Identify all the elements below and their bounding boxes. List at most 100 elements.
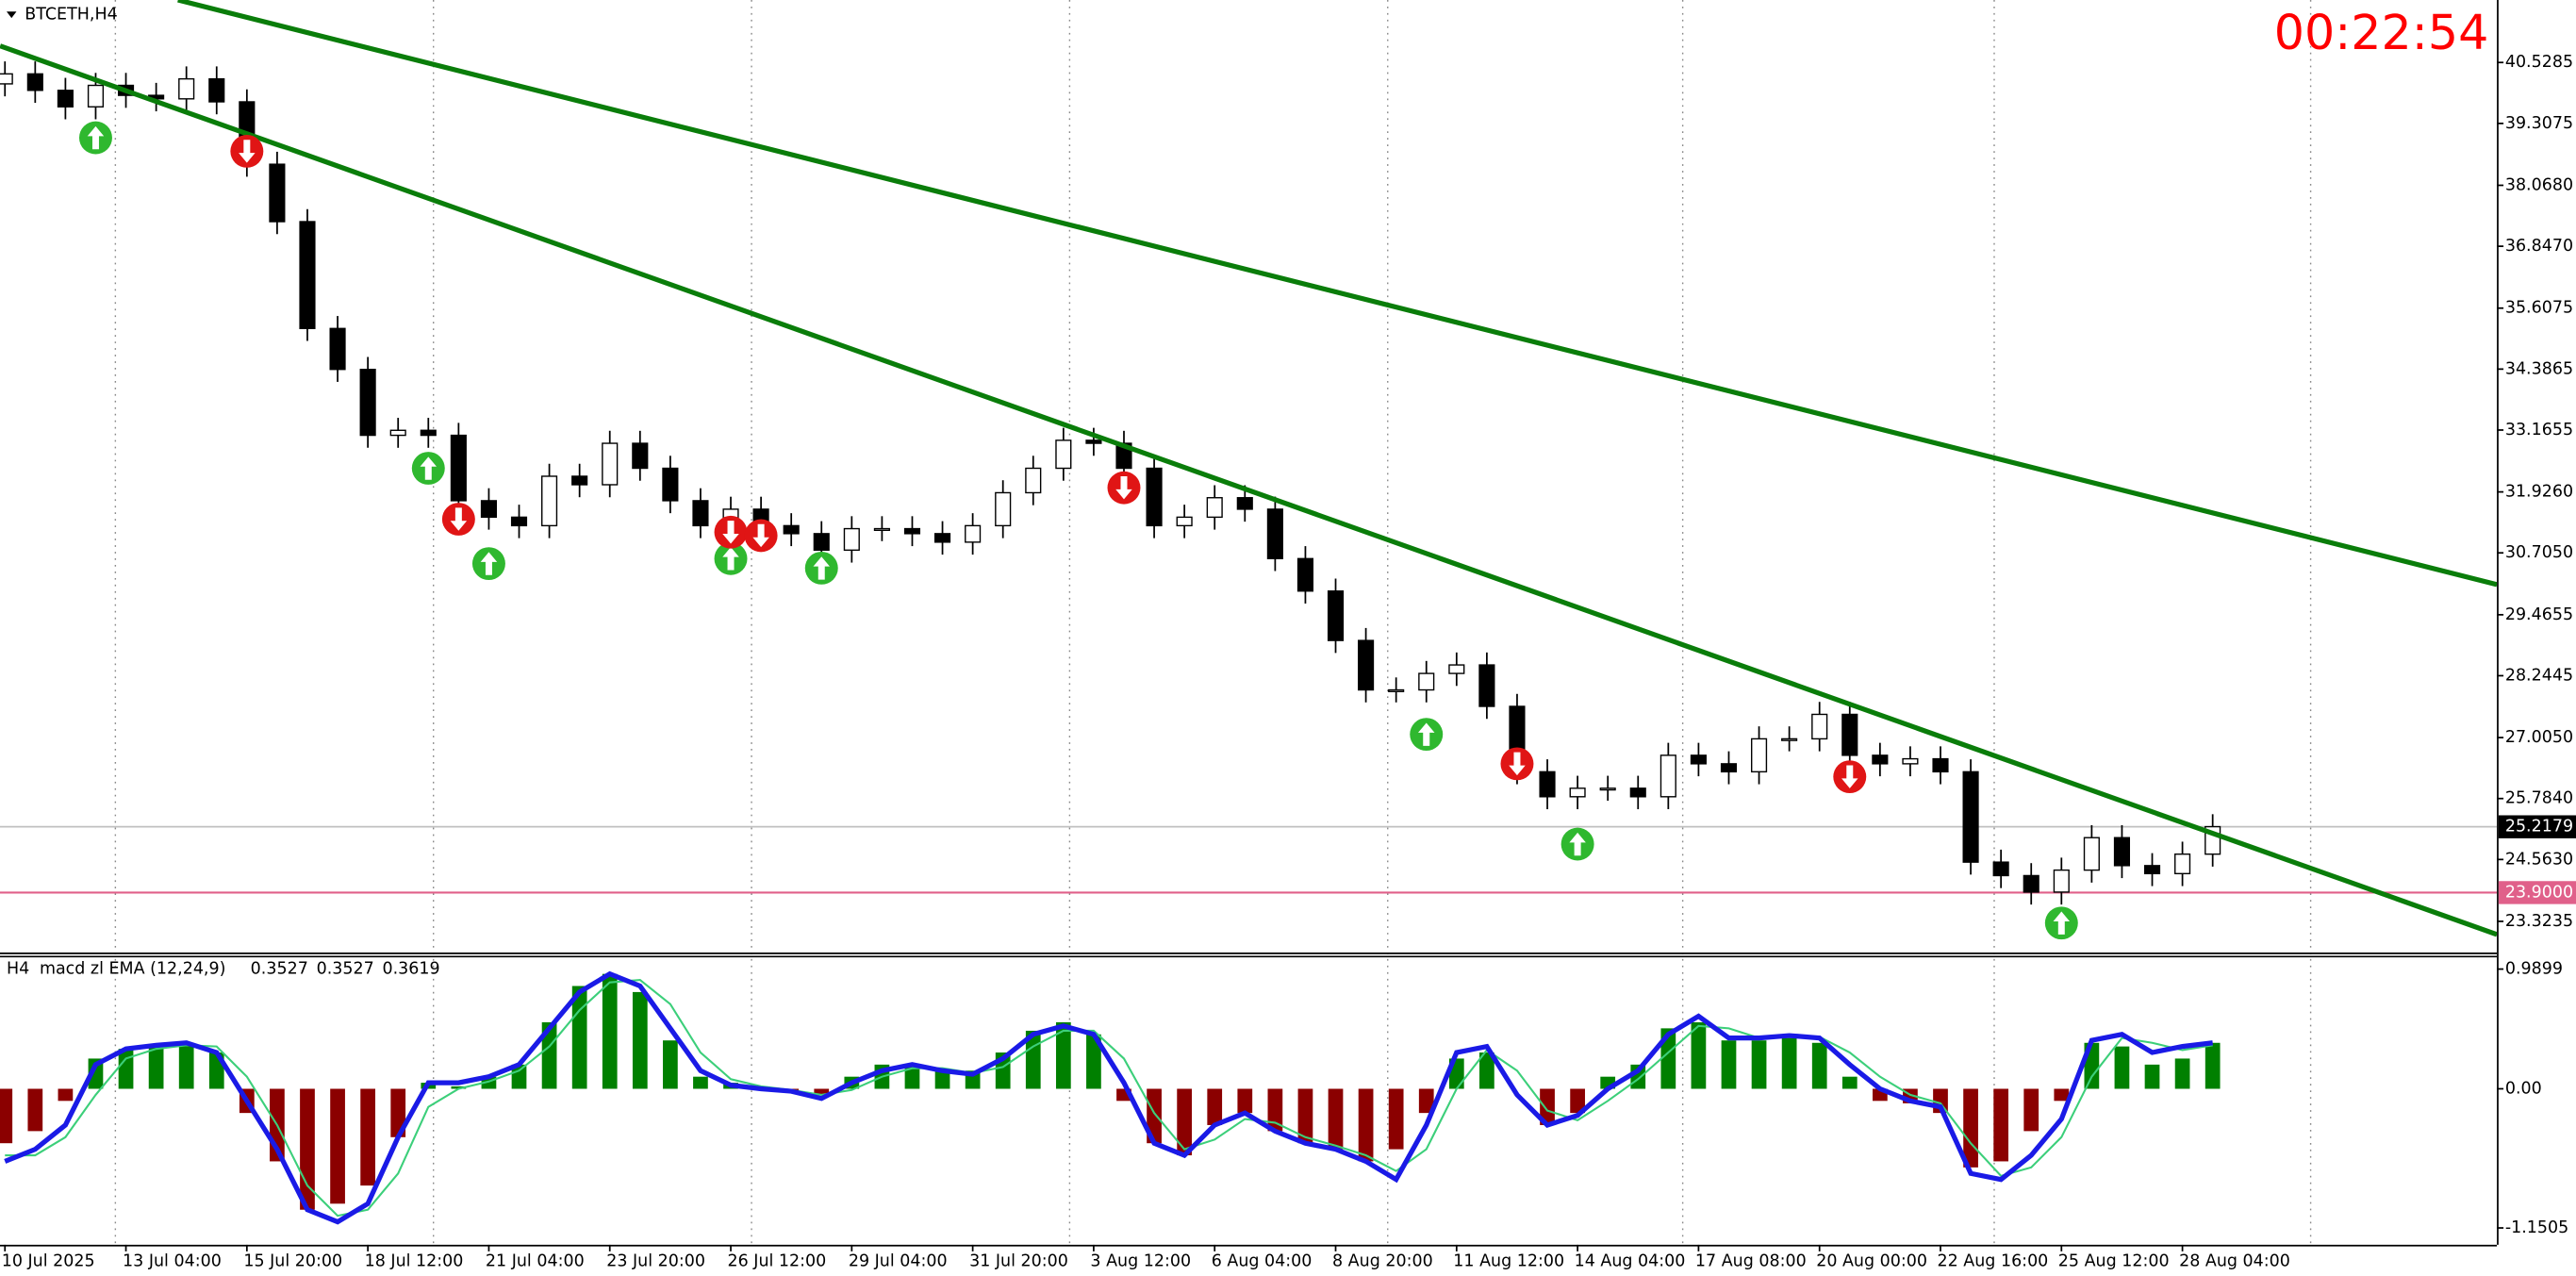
- candle-body: [2174, 853, 2191, 875]
- candle-body: [1811, 713, 1828, 740]
- x-tick-label: 14 Aug 04:00: [1575, 1251, 1686, 1270]
- y-tick-label: -1.1505: [2505, 1218, 2568, 1237]
- x-tick-label: 23 Jul 20:00: [606, 1251, 705, 1270]
- candle-body: [1962, 771, 1979, 863]
- histogram-bar: [1418, 1088, 1434, 1114]
- y-tick-label: 33.1655: [2505, 421, 2573, 439]
- histogram-bar: [2204, 1042, 2221, 1089]
- y-tick-label: 34.3865: [2505, 359, 2573, 378]
- histogram-bar: [1388, 1088, 1404, 1150]
- signal-arrow: [480, 552, 498, 575]
- candle-body: [1176, 516, 1193, 527]
- candle-body: [1690, 754, 1707, 765]
- candle-body: [1478, 664, 1495, 707]
- histogram-bar: [1781, 1037, 1797, 1089]
- histogram-bar: [663, 1040, 678, 1089]
- histogram-bar: [602, 973, 618, 1089]
- candle-body: [0, 73, 13, 85]
- candle-body: [965, 524, 982, 543]
- macd-line: [4, 970, 2213, 1225]
- histogram-bar: [571, 986, 587, 1089]
- histogram-bar: [1207, 1088, 1223, 1125]
- histogram-bar: [1086, 1034, 1101, 1089]
- macd-panel: H4 macd zl EMA (12,24,9) 0.3527 0.3527 0.361…: [0, 959, 2221, 1225]
- candle-body: [1599, 787, 1616, 791]
- current-price-label: 25.2179: [2505, 818, 2573, 837]
- indicator-value: 0.3527: [317, 959, 374, 978]
- indicator-value: 0.3619: [383, 959, 440, 978]
- candle-body: [1146, 467, 1163, 527]
- signal-arrow: [722, 521, 739, 544]
- candle-body: [1388, 688, 1405, 692]
- candle-body: [1085, 439, 1102, 444]
- histogram-bar: [541, 1021, 557, 1089]
- y-tick-label: 39.3075: [2505, 114, 2573, 133]
- symbol-title: BTCETH,H4: [25, 6, 117, 25]
- histogram-bar: [1721, 1040, 1737, 1089]
- histogram-bar: [2114, 1046, 2130, 1089]
- histogram-bar: [1297, 1088, 1313, 1144]
- candle-body: [2023, 874, 2039, 893]
- x-tick-label: 22 Aug 16:00: [1938, 1251, 2049, 1270]
- x-tick-label: 31 Jul 20:00: [969, 1251, 1068, 1270]
- candle-body: [450, 434, 467, 502]
- histogram-bar: [693, 1076, 708, 1089]
- candle-body: [1902, 757, 1919, 765]
- x-tick-label: 11 Aug 12:00: [1453, 1251, 1564, 1270]
- candle-body: [1358, 639, 1375, 691]
- candle-body: [813, 533, 830, 552]
- signal-arrow: [420, 456, 438, 480]
- histogram-bar: [2174, 1058, 2190, 1089]
- histogram-bar: [0, 1088, 13, 1144]
- candle-body: [1055, 439, 1072, 470]
- candle-body: [269, 163, 286, 223]
- candle-body: [692, 500, 709, 527]
- candle-body: [571, 475, 588, 486]
- x-tick-label: 17 Aug 08:00: [1695, 1251, 1807, 1270]
- x-tick-label: 21 Jul 04:00: [486, 1251, 585, 1270]
- histogram-bar: [1993, 1088, 2009, 1162]
- histogram-bar: [1811, 1042, 1827, 1089]
- candle-body: [299, 221, 316, 329]
- candle-body: [1841, 713, 1858, 756]
- candle-body: [1327, 590, 1345, 641]
- candle-body: [1418, 672, 1435, 691]
- x-tick-label: 20 Aug 00:00: [1816, 1251, 1927, 1270]
- y-tick-label: 38.0680: [2505, 176, 2573, 195]
- indicator-value: 0.3527: [251, 959, 308, 978]
- timer: 00:22:54: [2274, 5, 2489, 60]
- histogram-bar: [814, 1088, 830, 1095]
- trendline: [0, 43, 2498, 937]
- trendline: [177, 0, 2498, 588]
- candle-body: [1539, 771, 1556, 798]
- y-tick-label: 27.0050: [2505, 728, 2573, 747]
- signal-arrow: [239, 140, 256, 163]
- y-tick-label: 0.9899: [2505, 960, 2563, 979]
- candle-body: [632, 442, 649, 470]
- y-tick-label: 29.4655: [2505, 605, 2573, 624]
- candle-body: [933, 533, 951, 543]
- signal-arrow: [1569, 832, 1586, 856]
- x-tick-label: 3 Aug 12:00: [1090, 1251, 1191, 1270]
- candle-body: [1932, 757, 1949, 773]
- y-tick-label: 35.6075: [2505, 299, 2573, 318]
- histogram-bar: [1237, 1088, 1253, 1114]
- menu-triangle[interactable]: [6, 11, 17, 19]
- candle-body: [2053, 869, 2070, 893]
- signal-arrow: [813, 556, 830, 580]
- histogram-bar: [27, 1088, 43, 1132]
- histogram-bar: [360, 1088, 376, 1186]
- y-tick-label: 31.9260: [2505, 483, 2573, 502]
- candle-body: [420, 429, 437, 437]
- signal-arrow: [1115, 475, 1132, 500]
- histogram-bar: [1055, 1021, 1071, 1089]
- histogram-bar: [1751, 1040, 1767, 1089]
- current-price-box: [2498, 815, 2576, 838]
- candle-body: [1236, 497, 1253, 510]
- histogram-bar: [451, 1085, 467, 1089]
- signal-arrow: [1841, 765, 1858, 788]
- candle-body: [1750, 737, 1768, 773]
- candle-body: [178, 77, 195, 100]
- x-tick-label: 10 Jul 2025: [2, 1251, 95, 1270]
